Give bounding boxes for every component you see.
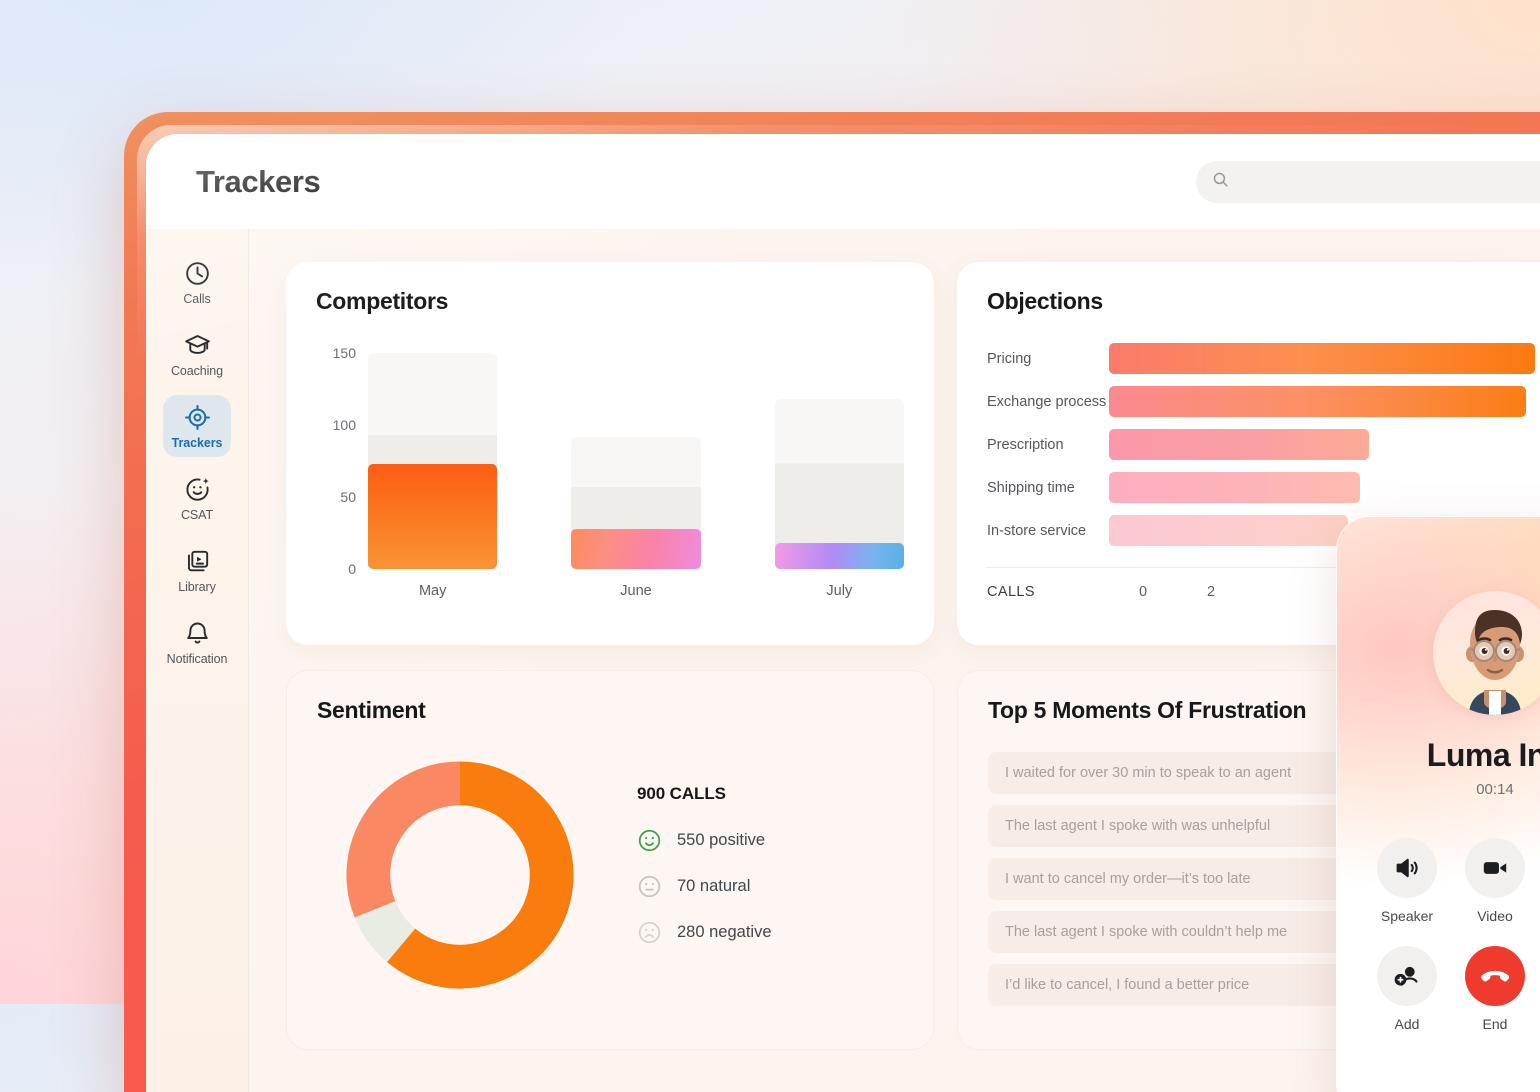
objection-label: Pricing <box>987 350 1032 367</box>
sidebar-item-label: Trackers <box>171 436 223 450</box>
avatar <box>1433 591 1540 715</box>
page-title: Trackers <box>196 163 321 199</box>
phone-hangup-icon[interactable] <box>1465 946 1525 1006</box>
bar-column[interactable] <box>368 339 498 569</box>
objections-axis-tick: 2 <box>1206 584 1216 600</box>
objection-label: Prescription <box>987 436 1064 453</box>
sentiment-card: Sentiment 900 CALLS 550 positive <box>286 670 934 1050</box>
objection-bar <box>1109 515 1348 546</box>
sidebar-item-library[interactable]: Library <box>163 539 231 601</box>
smiley-sparkle-icon <box>184 476 211 503</box>
call-controls: Speaker Video Mute Add End <box>1337 838 1540 1032</box>
call-contact-name: Luma Inc <box>1426 737 1540 773</box>
sidebar-item-label: Coaching <box>170 364 223 378</box>
sidebar-item-coaching[interactable]: Coaching <box>163 323 231 385</box>
call-button-video[interactable]: Video <box>1465 838 1525 924</box>
objection-row[interactable]: Prescription <box>987 423 1540 466</box>
sentiment-title: Sentiment <box>317 697 426 723</box>
sentiment-legend-item: 550 positive <box>637 828 772 853</box>
competitors-card: Competitors 0 50 100 150 May June July <box>286 262 934 645</box>
objection-bar <box>1109 343 1535 374</box>
donut-segment[interactable] <box>346 761 461 918</box>
objection-label: In-store service <box>987 522 1087 539</box>
active-call-card[interactable]: Luma Inc 00:14 Speaker Video Mute <box>1336 516 1540 1092</box>
call-button-end[interactable]: End <box>1465 946 1525 1032</box>
bar-fill <box>774 543 904 569</box>
y-axis-tick: 100 <box>332 417 356 434</box>
objections-axis-label: CALLS <box>987 584 1035 600</box>
target-icon <box>184 404 211 431</box>
sidebar: Calls Coaching <box>146 229 249 1092</box>
sidebar-item-label: Calls <box>183 292 211 306</box>
objection-row[interactable]: Pricing <box>987 337 1540 380</box>
video-camera-icon[interactable] <box>1465 838 1525 898</box>
app-header: Trackers <box>146 134 1540 229</box>
search-icon <box>1212 171 1229 193</box>
sentiment-legend: 900 CALLS 550 positive 70 natural 280 ne… <box>637 784 772 966</box>
bar-column[interactable] <box>774 339 904 569</box>
sidebar-item-csat[interactable]: CSAT <box>163 467 231 529</box>
bar-column[interactable] <box>571 339 701 569</box>
app-screen: Trackers Calls <box>146 134 1540 1092</box>
call-button-label: End <box>1482 1016 1508 1032</box>
call-timer: 00:14 <box>1476 781 1514 798</box>
objection-bar <box>1109 386 1527 417</box>
sentiment-legend-item: 280 negative <box>637 920 772 945</box>
y-axis-tick: 50 <box>340 489 356 506</box>
bar-group <box>368 339 904 569</box>
call-identity: Luma Inc 00:14 <box>1337 591 1540 798</box>
sidebar-item-label: CSAT <box>180 508 213 522</box>
bar-fill <box>368 464 498 569</box>
sidebar-item-notification[interactable]: Notification <box>163 611 231 673</box>
clock-icon <box>184 260 211 287</box>
objection-label: Shipping time <box>987 479 1075 496</box>
smiley-happy-icon <box>637 828 662 853</box>
graduation-cap-icon <box>184 332 211 359</box>
objections-axis-tick: 0 <box>1138 584 1148 600</box>
call-button-label: Video <box>1477 908 1513 924</box>
sentiment-legend-item: 70 natural <box>637 874 772 899</box>
search-bar[interactable] <box>1196 160 1540 203</box>
objection-row[interactable]: Shipping time <box>987 466 1540 509</box>
y-axis-tick: 0 <box>348 561 356 577</box>
objection-bar <box>1109 472 1361 503</box>
sidebar-item-label: Notification <box>166 652 228 666</box>
call-button-label: Speaker <box>1380 908 1434 924</box>
objection-bar <box>1109 429 1369 460</box>
add-person-icon[interactable] <box>1377 946 1437 1006</box>
speaker-icon[interactable] <box>1377 838 1437 898</box>
competitors-title: Competitors <box>316 288 449 314</box>
call-button-label: Add <box>1394 1016 1420 1032</box>
sentiment-total: 900 CALLS <box>637 784 726 803</box>
y-axis-tick: 150 <box>332 345 356 362</box>
competitors-bar-chart: 0 50 100 150 May June July <box>316 339 904 599</box>
objection-label: Exchange process <box>987 393 1107 410</box>
bar-category-label: July <box>826 583 853 599</box>
sentiment-legend-label: 550 positive <box>677 831 766 849</box>
objection-row[interactable]: Exchange process <box>987 380 1540 423</box>
smiley-neutral-icon <box>637 874 662 899</box>
sidebar-item-calls[interactable]: Calls <box>163 251 231 313</box>
donut-segment[interactable] <box>354 900 416 962</box>
media-library-icon <box>184 548 211 575</box>
bar-category-label: May <box>418 583 447 599</box>
bar-category-labels: May June July <box>368 583 904 599</box>
bell-icon <box>184 620 211 647</box>
objections-title: Objections <box>987 288 1103 314</box>
sidebar-item-trackers[interactable]: Trackers <box>163 395 231 457</box>
device-frame: Trackers Calls <box>124 112 1540 1092</box>
bar-category-label: June <box>620 583 652 599</box>
smiley-sad-icon <box>637 920 662 945</box>
y-axis: 0 50 100 150 <box>316 339 362 577</box>
search-input[interactable] <box>1239 173 1540 190</box>
call-button-speaker[interactable]: Speaker <box>1377 838 1437 924</box>
sidebar-item-label: Library <box>178 580 216 594</box>
sentiment-legend-label: 70 natural <box>677 877 751 895</box>
call-button-add[interactable]: Add <box>1377 946 1437 1032</box>
sentiment-donut-chart <box>335 750 585 1000</box>
sentiment-body: 900 CALLS 550 positive 70 natural 280 ne… <box>317 750 903 1000</box>
sentiment-legend-label: 280 negative <box>677 923 772 941</box>
bar-fill <box>571 528 701 569</box>
